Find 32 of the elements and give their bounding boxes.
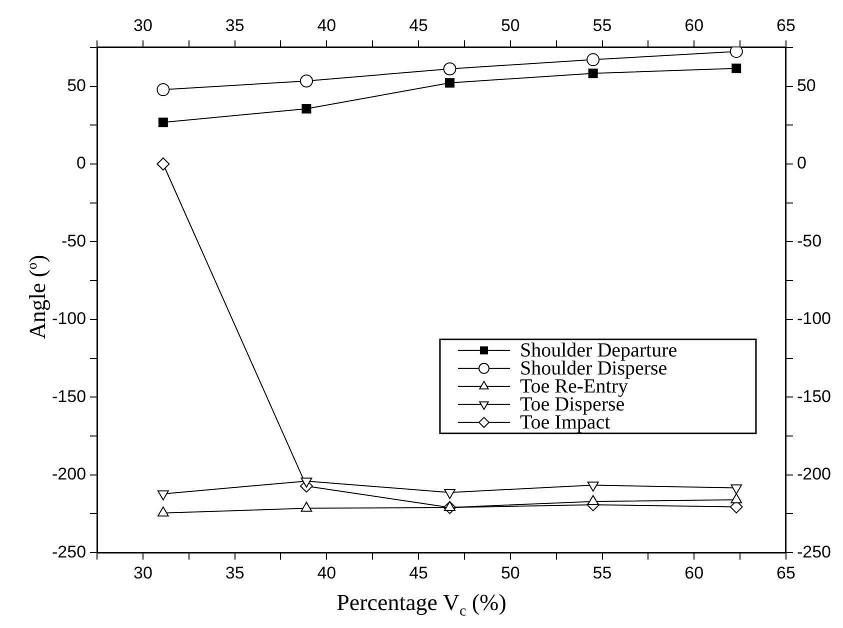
y-tick-label: -50 [61, 231, 86, 250]
x2-tick-label: 60 [684, 16, 704, 35]
x2-tick-label: 35 [225, 16, 244, 35]
x2-tick-label: 65 [776, 16, 796, 35]
x2-tick-label: 55 [592, 16, 612, 35]
x2-tick-label: 40 [317, 16, 336, 35]
y-tick-label: -150 [52, 386, 86, 406]
y-tick-label: 0 [76, 154, 86, 173]
y2-tick-label: -200 [796, 464, 832, 484]
y2-tick-label: 50 [796, 76, 816, 95]
x-tick-label: 40 [317, 563, 336, 582]
y-tick-label: -200 [52, 464, 86, 484]
y2-tick-label: -100 [796, 309, 832, 328]
y-tick-label: -250 [52, 542, 86, 562]
x-tick-label: 30 [133, 563, 152, 582]
x-tick-label: 45 [409, 563, 428, 582]
x-tick-label: 55 [592, 563, 612, 582]
x-tick-label: 65 [776, 563, 796, 582]
x-tick-label: 50 [500, 563, 520, 582]
y2-tick-label: -150 [796, 386, 832, 406]
y-tick-label: 50 [67, 76, 86, 95]
legend-label: Shoulder Departure [520, 340, 678, 362]
x2-tick-label: 45 [409, 16, 428, 35]
y2-tick-label: 0 [796, 154, 806, 173]
y2-tick-label: -250 [796, 542, 832, 562]
y2-tick-label: -50 [796, 231, 822, 250]
x-tick-label: 60 [684, 563, 704, 582]
x2-tick-label: 50 [500, 16, 520, 35]
x-axis-title: Percentage V$_{c}$ (%) [336, 590, 508, 621]
y-tick-label: -100 [52, 309, 86, 328]
x2-tick-label: 30 [133, 16, 152, 35]
x-tick-label: 35 [225, 563, 244, 582]
